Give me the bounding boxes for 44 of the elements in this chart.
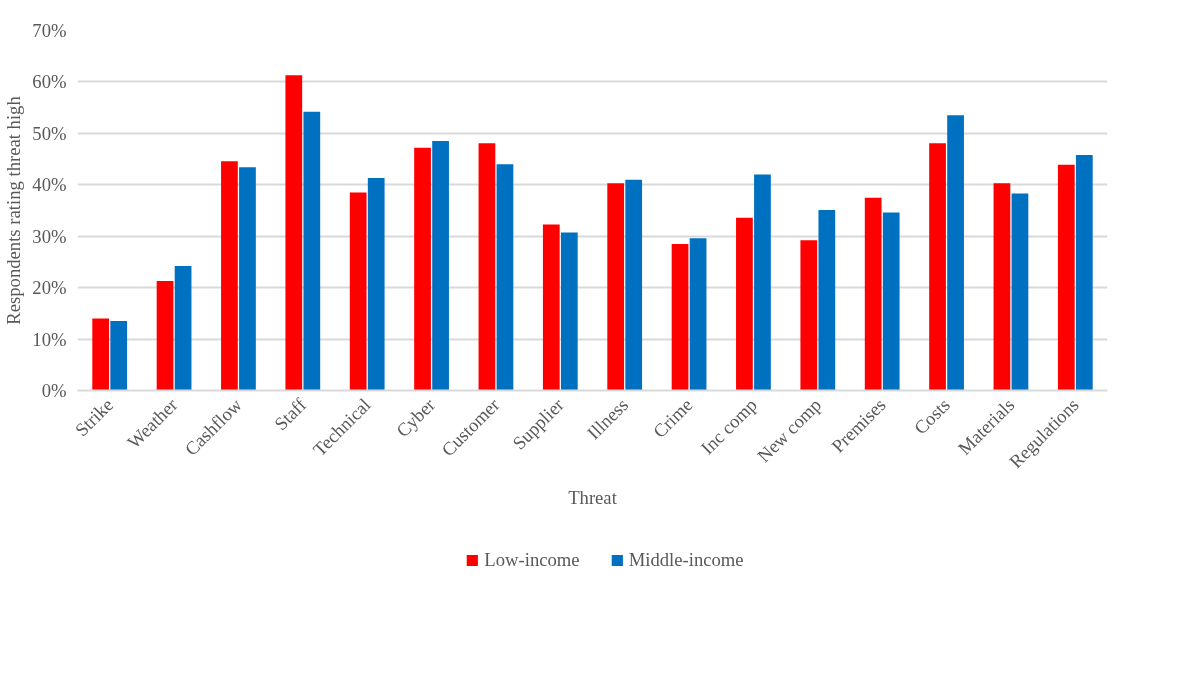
y-axis-title: Respondents rating threat high: [3, 95, 25, 325]
bar: [478, 143, 496, 391]
bar: [560, 232, 578, 391]
bar: [1075, 154, 1093, 391]
x-axis-title: Threat: [568, 487, 618, 509]
bar: [882, 212, 900, 391]
bar: [864, 197, 882, 391]
bar: [432, 141, 449, 391]
bar: [1057, 164, 1075, 391]
legend-label: Middle-income: [628, 548, 744, 571]
y-tick-label: 60%: [32, 71, 67, 93]
bar: [349, 192, 367, 391]
bar: [947, 115, 964, 391]
bar: [221, 161, 238, 391]
y-tick-label: 70%: [32, 20, 67, 41]
bar: [496, 164, 514, 391]
bar: [239, 167, 256, 391]
y-tick-label: 0%: [41, 380, 67, 401]
bar: [303, 111, 321, 391]
bar: [800, 240, 818, 391]
bar: [1011, 193, 1029, 391]
bar: [736, 217, 753, 391]
bar: [156, 280, 174, 391]
bar: [754, 174, 771, 391]
y-tick-label: 50%: [32, 122, 67, 144]
legend-label: Low-income: [484, 548, 580, 571]
y-tick-label: 10%: [32, 328, 67, 350]
bar: [92, 318, 110, 391]
bar: [607, 183, 625, 391]
bar: [414, 147, 431, 391]
bar: [367, 178, 385, 391]
bar: [625, 179, 643, 391]
bar: [818, 209, 836, 391]
bar: [993, 183, 1011, 391]
bar: [542, 224, 560, 391]
bar: [689, 238, 707, 391]
y-tick-label: 20%: [32, 277, 67, 299]
y-tick-label: 40%: [32, 174, 67, 196]
bar: [671, 243, 689, 391]
bar: [110, 321, 128, 391]
y-tick-label: 30%: [32, 225, 67, 247]
bar: [285, 75, 303, 391]
bar: [174, 266, 192, 391]
bar: [929, 143, 946, 391]
